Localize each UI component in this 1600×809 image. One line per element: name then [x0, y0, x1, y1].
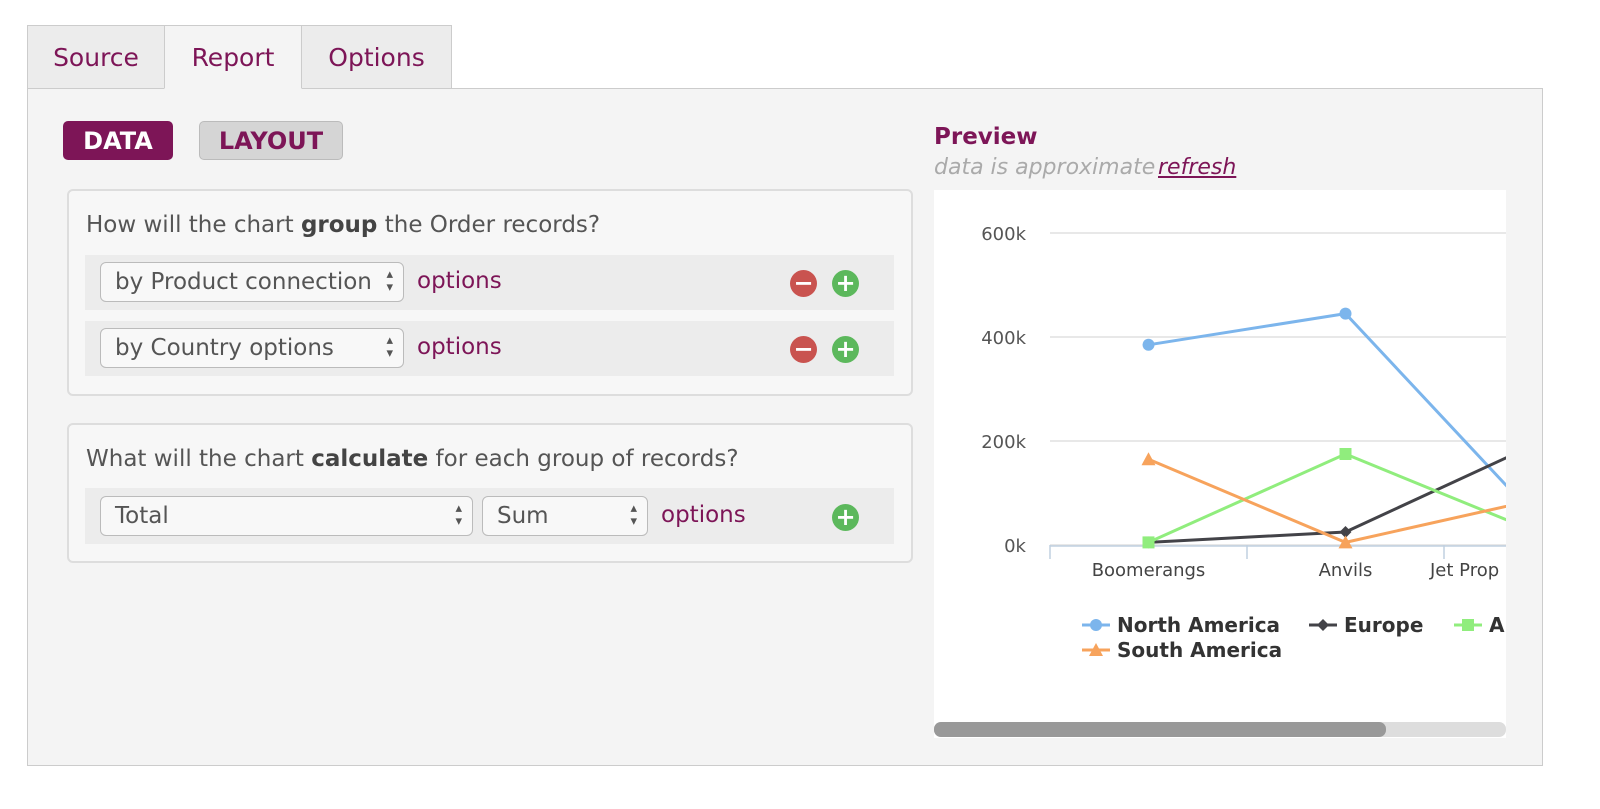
- point: [1141, 452, 1156, 466]
- legend-label: South America: [1117, 638, 1282, 662]
- point: [1339, 448, 1352, 460]
- chart: 0k 200k 400k 600k Boomerangs Anvils Jet Prop No…: [934, 190, 1506, 738]
- x-tick-label: Boomerangs: [1092, 560, 1206, 581]
- point: [1089, 643, 1103, 656]
- text: calculate: [311, 446, 429, 472]
- select[interactable]: by Country options: [100, 328, 404, 368]
- tab[interactable]: Source: [27, 25, 165, 89]
- remove-button[interactable]: −: [790, 336, 817, 363]
- add-button[interactable]: +: [832, 336, 859, 363]
- select[interactable]: Total: [100, 496, 473, 536]
- text: What will the chart: [86, 446, 312, 472]
- legend-label: A: [1489, 613, 1505, 637]
- tab[interactable]: Options: [301, 25, 452, 89]
- point: [1339, 526, 1352, 538]
- text: the Order records?: [377, 212, 601, 238]
- text: How will the chart: [86, 212, 301, 238]
- y-tick-label: 600k: [981, 224, 1026, 245]
- legend-label: Europe: [1344, 613, 1423, 637]
- point: [1142, 338, 1155, 351]
- legend-label: North America: [1117, 613, 1280, 637]
- text: for each group of records?: [428, 446, 739, 472]
- y-tick-label: 0k: [1004, 536, 1026, 557]
- question: What will the chart calculate for each g…: [86, 446, 739, 472]
- x-tick-label: Jet Prop: [1429, 560, 1499, 581]
- scrollbar-thumb[interactable]: [934, 722, 1386, 737]
- point: [1142, 536, 1155, 549]
- data-button[interactable]: DATA: [63, 121, 173, 160]
- preview-note: data is approximate: [934, 155, 1156, 180]
- y-tick-label: 400k: [981, 328, 1026, 349]
- remove-button[interactable]: −: [790, 270, 817, 297]
- options-link[interactable]: options: [417, 334, 502, 360]
- point: [1339, 307, 1352, 320]
- preview-title: Preview: [934, 124, 1038, 150]
- layout-button[interactable]: LAYOUT: [199, 121, 343, 160]
- add-button[interactable]: +: [832, 504, 859, 531]
- point: [1462, 619, 1474, 631]
- point: [1090, 619, 1102, 631]
- add-button[interactable]: +: [832, 270, 859, 297]
- y-tick-label: 200k: [981, 432, 1026, 453]
- refresh-link[interactable]: refresh: [1158, 155, 1237, 180]
- point: [1317, 619, 1329, 631]
- select[interactable]: by Product connection: [100, 262, 404, 302]
- select[interactable]: Sum: [482, 496, 648, 536]
- question: How will the chart group the Order recor…: [86, 212, 600, 238]
- chart-background: [934, 190, 1506, 738]
- tab-active[interactable]: Report: [164, 25, 302, 89]
- x-tick-label: Anvils: [1319, 560, 1373, 581]
- options-link[interactable]: options: [417, 268, 502, 294]
- point: [1338, 535, 1353, 549]
- options-link[interactable]: options: [661, 502, 746, 528]
- text: group: [300, 212, 378, 238]
